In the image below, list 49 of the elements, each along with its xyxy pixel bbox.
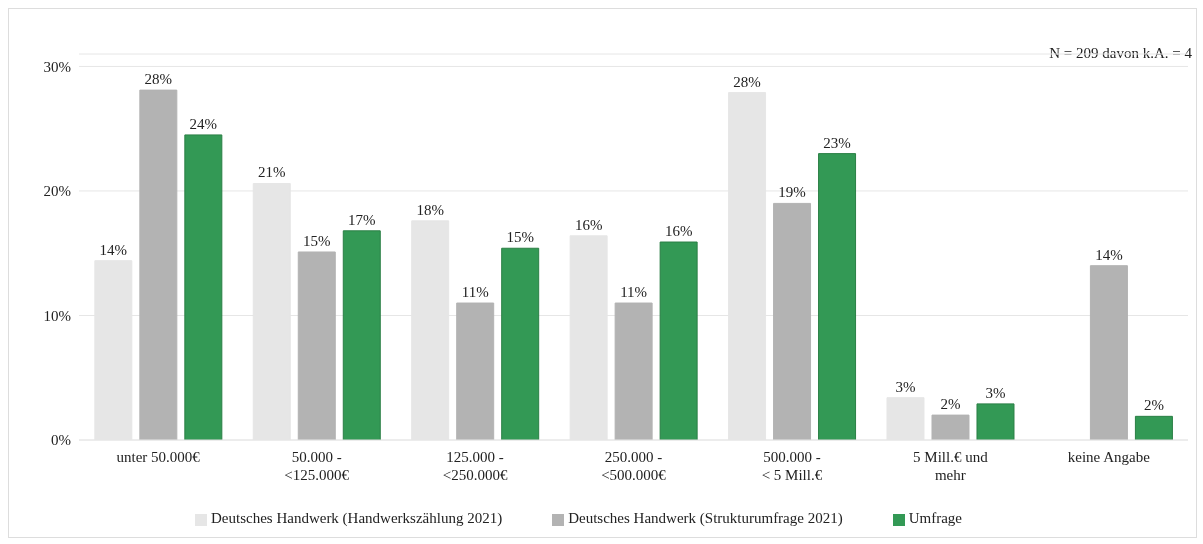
data-label: 3% [985, 384, 1006, 401]
data-label: 17% [348, 211, 376, 228]
x-tick-label: unter 50.000€ [116, 449, 201, 465]
bar [297, 251, 336, 440]
bar [659, 241, 698, 440]
annotation: N = 209 davon k.A. = 4 [1049, 45, 1192, 62]
x-tick-label: keine Angabe [1067, 449, 1151, 465]
y-tick-label: 20% [43, 183, 71, 200]
data-label: 16% [574, 216, 603, 233]
data-label: 15% [303, 232, 331, 249]
bar [456, 302, 495, 440]
bar [773, 202, 812, 440]
data-label: 14% [99, 241, 128, 258]
data-label: 2% [940, 396, 961, 413]
legend-label: Deutsches Handwerk (Handwerkszählung 2021) [211, 510, 503, 526]
x-tick-label: 500.000 - < 5 Mill.€ [761, 449, 823, 483]
y-tick-label: 30% [43, 58, 71, 75]
bar [342, 230, 381, 440]
bar [184, 134, 223, 440]
bar [931, 414, 970, 440]
bar [976, 403, 1015, 440]
bar [1089, 265, 1128, 440]
bar [501, 247, 540, 440]
data-label: 28% [144, 71, 173, 88]
bar [139, 89, 178, 440]
bar [818, 153, 857, 440]
data-label: 15% [506, 229, 534, 246]
data-label: 19% [778, 184, 806, 201]
data-label: 3% [895, 378, 916, 395]
data-label: 11% [620, 284, 648, 301]
data-label: 16% [664, 223, 693, 240]
data-label: 18% [416, 201, 444, 218]
x-tick-label: 50.000 - <125.000€ [284, 449, 350, 483]
data-label: 14% [1095, 246, 1123, 263]
legend-label: Deutsches Handwerk (Strukturumfrage 2021) [568, 510, 843, 526]
y-tick-label: 10% [43, 307, 71, 324]
data-label: 21% [258, 164, 286, 181]
x-tick-label: 5 Mill.€ und mehr [913, 449, 989, 483]
data-label: 24% [189, 115, 218, 132]
data-label: 23% [823, 134, 851, 151]
x-tick-label: 125.000 - <250.000€ [442, 449, 508, 483]
x-tick-label: 250.000 - <500.000€ [601, 449, 667, 483]
data-label: 11% [461, 284, 489, 301]
y-tick-label: 0% [51, 432, 71, 449]
legend-label: Umfrage [908, 510, 962, 526]
bar [1134, 415, 1173, 440]
data-label: 28% [733, 73, 761, 90]
bar [614, 302, 653, 440]
data-label: 2% [1143, 397, 1164, 414]
